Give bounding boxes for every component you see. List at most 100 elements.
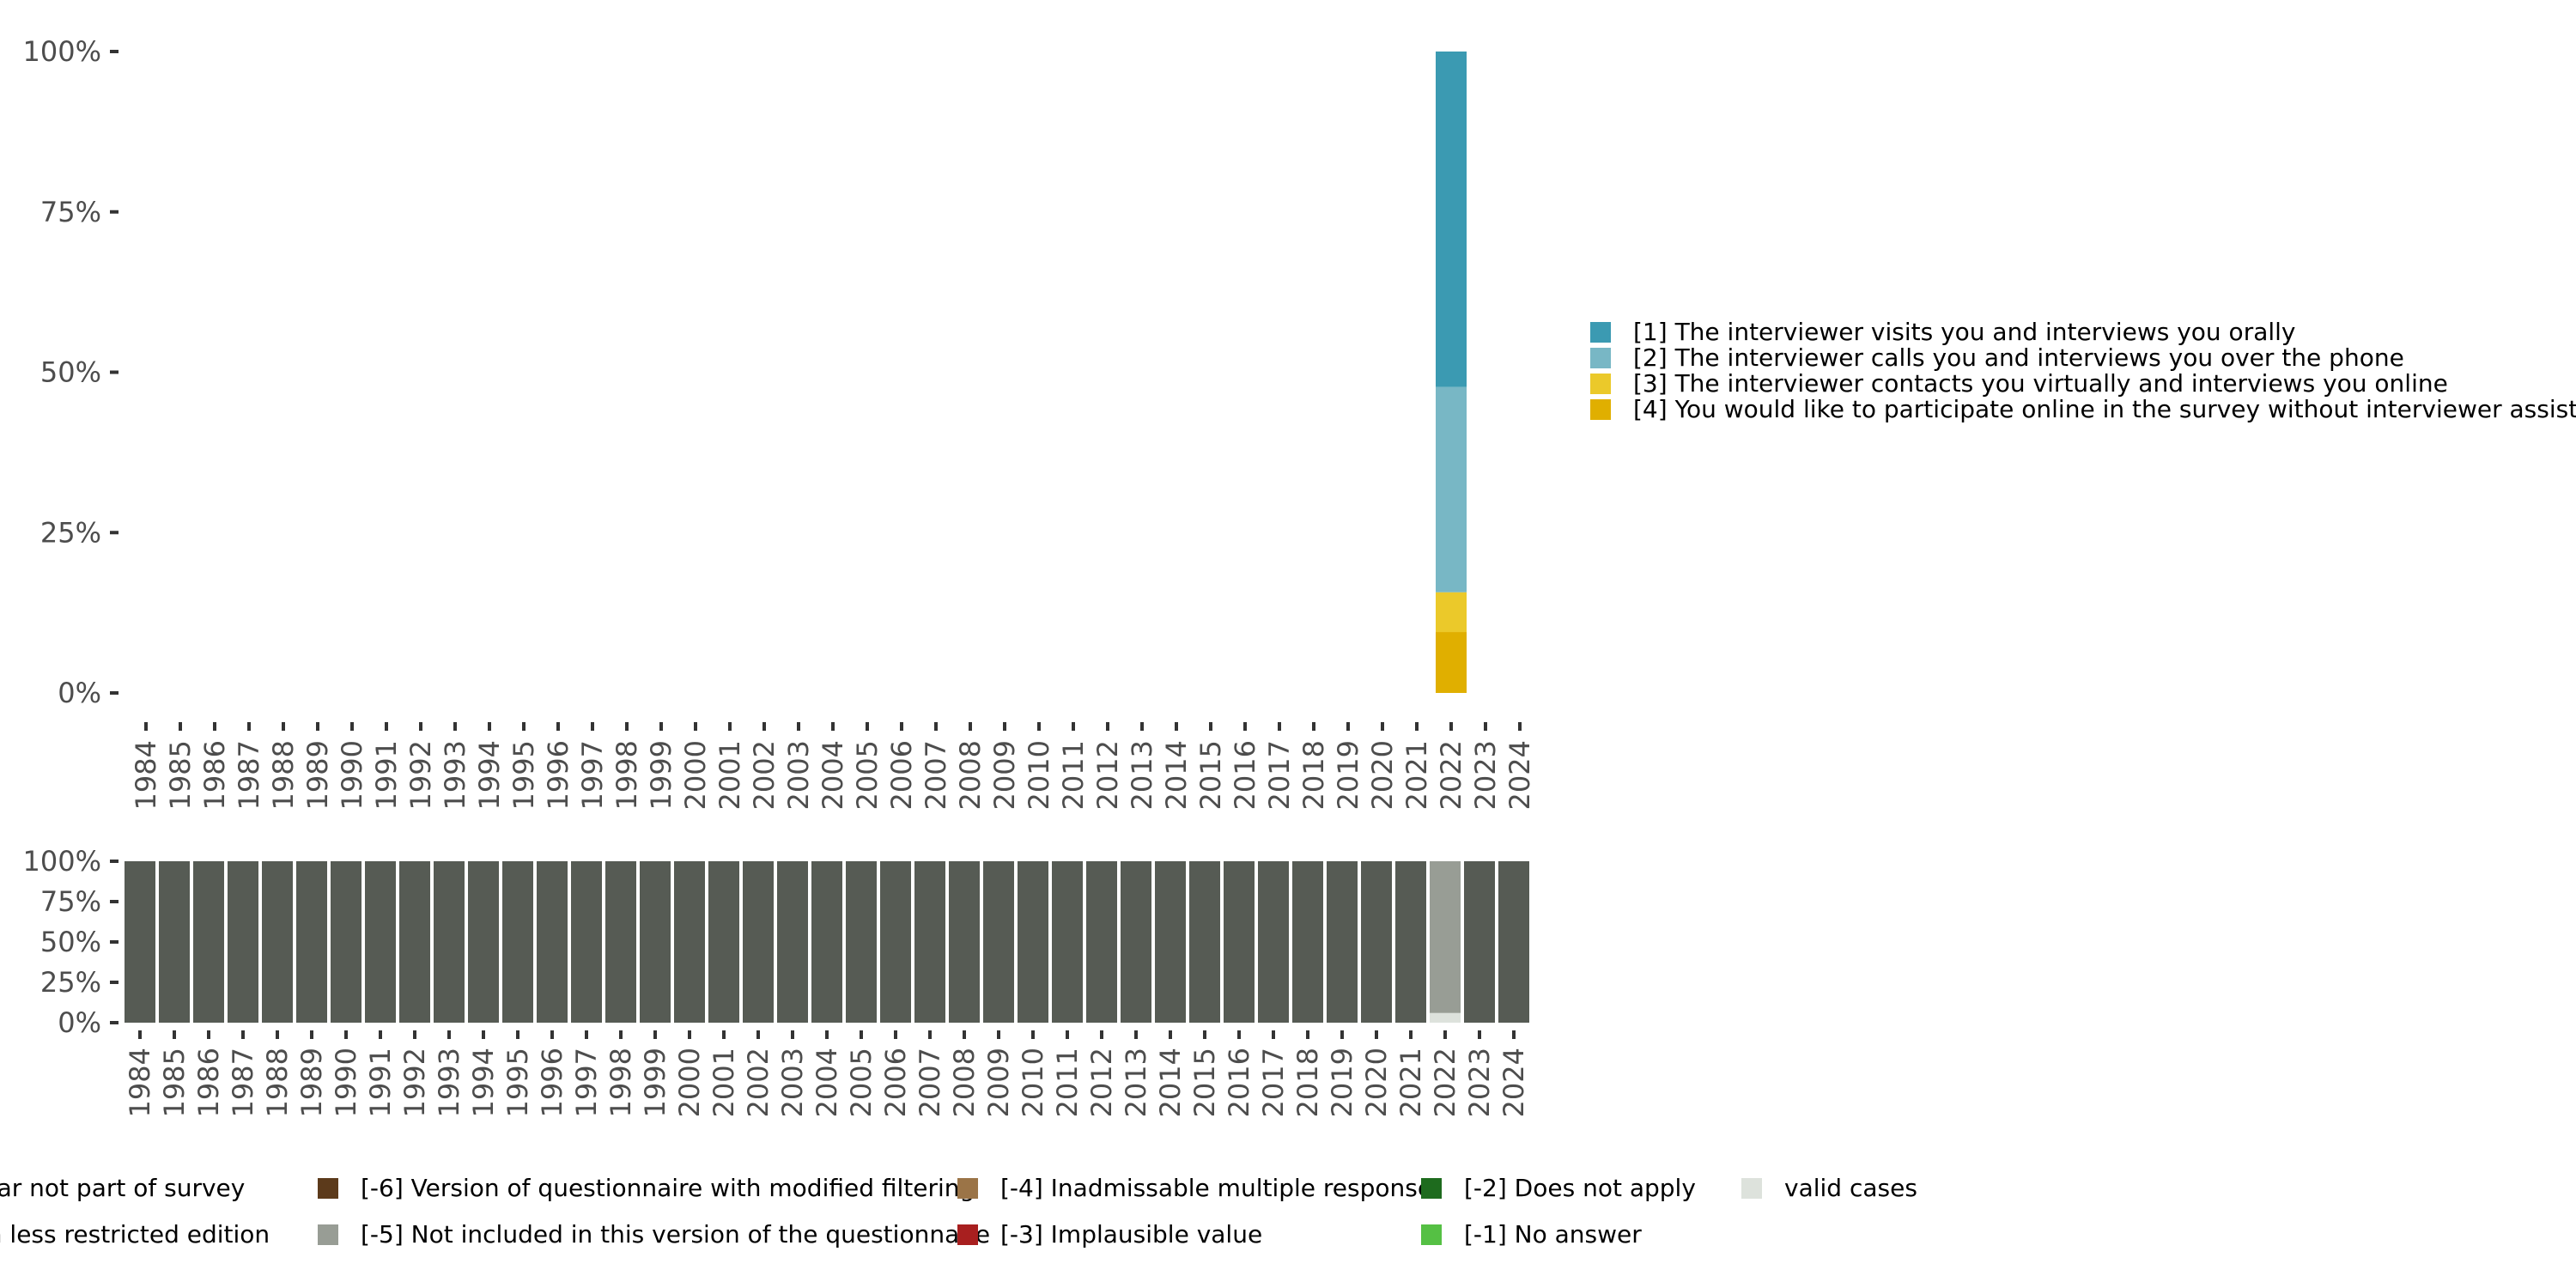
x-tick-label: 1993 — [439, 740, 471, 810]
x-tick-label: 2014 — [1160, 740, 1193, 810]
x-tick-label: 1997 — [576, 740, 609, 810]
x-tick-label: 2014 — [1154, 1048, 1187, 1117]
x-tick-label: 2024 — [1498, 1048, 1530, 1117]
bar-segment — [1052, 861, 1083, 1023]
bar-segment — [1189, 861, 1220, 1023]
x-tick-label: 2006 — [879, 1048, 912, 1117]
bar-segment — [1436, 632, 1467, 693]
legend-swatch — [957, 1178, 978, 1199]
bar-segment — [365, 861, 396, 1023]
y-tick-label: 50% — [40, 356, 101, 389]
x-tick-label: 2001 — [714, 740, 746, 810]
bar-segment — [605, 861, 636, 1023]
legend-swatch — [318, 1224, 338, 1245]
x-tick-label: 1990 — [336, 740, 368, 810]
bar-segment — [1436, 386, 1467, 592]
x-tick-label: 2012 — [1091, 740, 1124, 810]
bar-segment — [743, 861, 774, 1023]
x-tick-label: 2020 — [1360, 1048, 1393, 1117]
legend-label: [2] The interviewer calls you and interv… — [1633, 343, 2404, 372]
x-tick-label: 1989 — [295, 1048, 328, 1117]
y-tick-label: 100% — [23, 845, 101, 878]
bar-segment — [880, 861, 911, 1023]
legend-swatch — [1421, 1178, 1442, 1199]
legend-label: [-6] Version of questionnaire with modif… — [361, 1174, 975, 1202]
bar-segment — [193, 861, 224, 1023]
x-tick-label: 2021 — [1394, 1048, 1427, 1117]
bar-segment — [296, 861, 327, 1023]
x-tick-label: 2008 — [948, 1048, 981, 1117]
legend-swatch — [1421, 1224, 1442, 1245]
y-tick-label: 25% — [40, 966, 101, 999]
x-tick-label: 2018 — [1297, 740, 1330, 810]
legend-label: valid cases — [1784, 1174, 1917, 1202]
x-tick-label: 2015 — [1188, 1048, 1221, 1117]
legend-swatch — [1590, 399, 1611, 420]
bar-segment — [537, 861, 568, 1023]
x-tick-label: 2003 — [776, 1048, 809, 1117]
x-tick-label: 1985 — [158, 1048, 191, 1117]
legend-swatch — [318, 1178, 338, 1199]
bar-segment — [1086, 861, 1117, 1023]
y-tick-label: 0% — [58, 677, 101, 709]
x-tick-label: 2018 — [1291, 1048, 1324, 1117]
legend-label: [3] The interviewer contacts you virtual… — [1633, 369, 2448, 398]
x-tick-label: 1992 — [398, 1048, 431, 1117]
x-tick-label: 1986 — [192, 1048, 225, 1117]
bar-segment — [125, 861, 155, 1023]
legend-label: [1] The interviewer visits you and inter… — [1633, 318, 2296, 346]
x-tick-label: 2019 — [1326, 1048, 1358, 1117]
x-tick-label: 2023 — [1463, 1048, 1496, 1117]
x-tick-label: 2023 — [1469, 740, 1502, 810]
x-tick-label: 1988 — [261, 1048, 294, 1117]
bar-segment — [228, 861, 258, 1023]
x-tick-label: 2005 — [851, 740, 884, 810]
x-tick-label: 2024 — [1504, 740, 1536, 810]
x-tick-label: 2011 — [1051, 1048, 1084, 1117]
x-tick-label: 2007 — [914, 1048, 946, 1117]
legend-label: [-8] Question this year not part of surv… — [0, 1174, 245, 1202]
x-tick-label: 2006 — [885, 740, 918, 810]
x-tick-label: 2013 — [1126, 740, 1158, 810]
x-tick-label: 1992 — [404, 740, 437, 810]
x-tick-label: 2007 — [920, 740, 952, 810]
x-tick-label: 1995 — [507, 740, 540, 810]
x-tick-label: 2009 — [988, 740, 1021, 810]
x-tick-label: 2015 — [1194, 740, 1227, 810]
x-tick-label: 2016 — [1229, 740, 1261, 810]
bar-segment — [1436, 52, 1467, 387]
x-tick-label: 1999 — [639, 1048, 671, 1117]
x-tick-label: 1995 — [501, 1048, 534, 1117]
bar-segment — [983, 861, 1014, 1023]
legend-label: [-1] No answer — [1464, 1220, 1642, 1249]
bottom-legend: [-8] Question this year not part of surv… — [0, 1174, 1917, 1249]
x-tick-label: 2022 — [1429, 1048, 1461, 1117]
x-tick-label: 2012 — [1085, 1048, 1118, 1117]
x-tick-label: 1984 — [130, 740, 162, 810]
y-tick-label: 25% — [40, 516, 101, 549]
bar-segment — [949, 861, 980, 1023]
x-tick-label: 2022 — [1435, 740, 1467, 810]
x-tick-label: 1998 — [605, 1048, 637, 1117]
x-tick-label: 2000 — [673, 1048, 706, 1117]
y-tick-label: 0% — [58, 1006, 101, 1039]
y-tick-label: 75% — [40, 885, 101, 918]
bar-segment — [1258, 861, 1289, 1023]
x-tick-label: 2017 — [1263, 740, 1296, 810]
x-tick-label: 2010 — [1017, 1048, 1049, 1117]
bar-segment — [571, 861, 602, 1023]
bar-segment — [1327, 861, 1358, 1023]
bar-segment — [708, 861, 739, 1023]
bar-segment — [159, 861, 190, 1023]
top-legend: [1] The interviewer visits you and inter… — [1590, 318, 2576, 423]
x-tick-label: 1987 — [233, 740, 265, 810]
x-tick-label: 1997 — [570, 1048, 603, 1117]
x-tick-label: 2017 — [1257, 1048, 1290, 1117]
x-tick-label: 2008 — [954, 740, 987, 810]
x-tick-label: 1984 — [124, 1048, 156, 1117]
bar-segment — [811, 861, 842, 1023]
legend-label: [-5] Not included in this version of the… — [361, 1220, 990, 1249]
x-tick-label: 1993 — [433, 1048, 465, 1117]
x-tick-label: 2010 — [1023, 740, 1055, 810]
legend-swatch — [1590, 374, 1611, 394]
